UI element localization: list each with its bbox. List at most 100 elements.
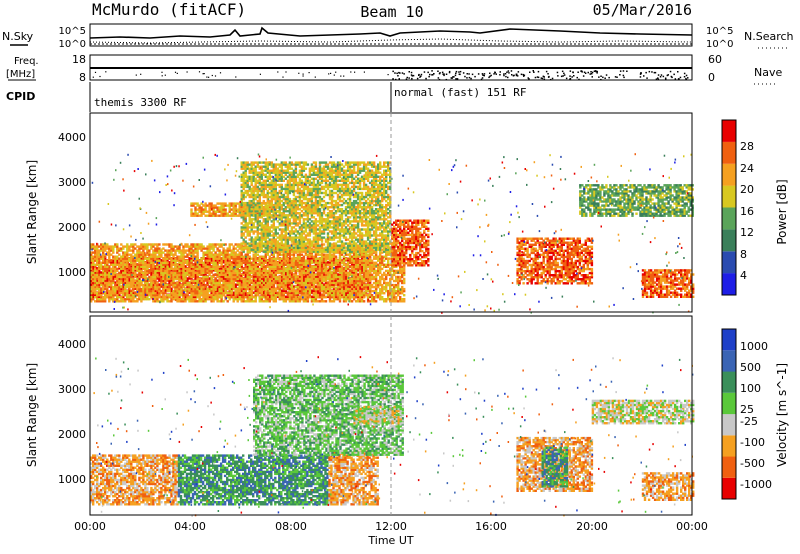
heatmap-cell [202,283,205,286]
heatmap-cell [156,281,159,285]
heatmap-cell [186,277,189,280]
heatmap-cell [98,277,101,281]
heatmap-cell [184,275,187,279]
heatmap-cell [270,285,273,288]
heatmap-cell [120,243,123,246]
date-title: 05/Mar/2016 [593,1,692,19]
heatmap-cell [360,269,364,272]
heatmap-cell [234,285,237,288]
heatmap-cell [112,255,115,258]
heatmap-cell [114,269,117,273]
heatmap-cell [286,295,290,298]
heatmap-cell [96,263,99,266]
heatmap-cell [108,259,111,262]
heatmap-cell [130,243,133,246]
heatmap-cell [222,275,225,278]
heatmap-cell [100,298,103,301]
heatmap-cell [132,298,135,301]
nave-point [503,74,505,77]
heatmap-cell [198,263,201,266]
heatmap-cell [238,279,241,282]
heatmap-cell [120,298,123,301]
heatmap-cell [164,281,167,284]
heatmap-cell [112,285,115,289]
nave-point [398,78,400,80]
nave-point [282,76,284,78]
nave-point [614,76,617,78]
heatmap-cell [280,265,283,268]
nave-point [533,71,535,73]
heatmap-cell [164,249,167,252]
nave-trace [92,70,689,81]
heatmap-cell [102,265,105,268]
heatmap-cell [282,292,285,295]
nave-point [605,74,608,76]
heatmap-cell [124,263,127,266]
heatmap-cell [128,263,131,266]
heatmap-cell [284,273,287,276]
heatmap-cell [130,263,133,266]
heatmap-cell [130,298,133,301]
heatmap-cell [342,287,346,290]
heatmap-cell [112,251,115,254]
heatmap-cell [278,275,281,279]
heatmap-cell [262,283,265,286]
heatmap-cell [260,267,263,270]
heatmap-cell [134,287,137,290]
nave-point [536,76,539,78]
heatmap-cell [124,281,127,284]
heatmap-cell [92,251,95,254]
heatmap-cell [302,279,306,282]
heatmap-cell [108,257,111,260]
nave-point [135,74,137,76]
heatmap-cell [346,281,350,284]
heatmap-cell [240,295,243,298]
nave-point [302,75,304,77]
heatmap-cell [126,265,129,268]
heatmap-cell [112,287,115,291]
heatmap-cell [106,291,109,294]
heatmap-cell [282,261,285,264]
nave-point [433,73,435,75]
heatmap-cell [96,281,99,285]
heatmap-cell [254,275,257,278]
heatmap-cell [94,283,97,287]
heatmap-cell [110,281,113,285]
heatmap-cell [306,300,310,303]
nave-point [562,75,564,77]
heatmap-cell [160,285,163,288]
nave-point [466,73,468,75]
heatmap-cell [114,259,117,262]
heatmap-cell [128,271,131,275]
heatmap-cell [292,295,296,298]
heatmap-cell [130,257,133,260]
heatmap-cell [108,245,111,248]
heatmap-cell [108,300,111,303]
heatmap-cell [106,296,109,299]
heatmap-cell [194,269,197,272]
heatmap-cell [348,289,352,292]
nave-point [561,70,564,73]
heatmap-cell [224,295,227,298]
nave-point [214,75,217,77]
heatmap-cell [124,294,127,297]
heatmap-cell [94,279,97,283]
heatmap-cell [104,267,107,271]
heatmap-cell [116,247,119,250]
heatmap-cell [314,300,318,303]
nave-point [432,74,434,76]
freq-tick-bottom: 8 [79,71,86,84]
heatmap-cell [298,300,302,303]
heatmap-cell [96,267,99,271]
heatmap-cell [218,271,221,274]
heatmap-cell [122,295,125,298]
heatmap-cell [338,281,342,284]
heatmap-cell [90,257,93,260]
heatmap-cell [126,243,129,246]
heatmap-cell [100,300,103,303]
heatmap-cell [134,300,137,303]
heatmap-cell [234,279,237,282]
nave-point [623,76,625,79]
heatmap-cell [94,271,97,274]
heatmap-cell [96,294,99,297]
